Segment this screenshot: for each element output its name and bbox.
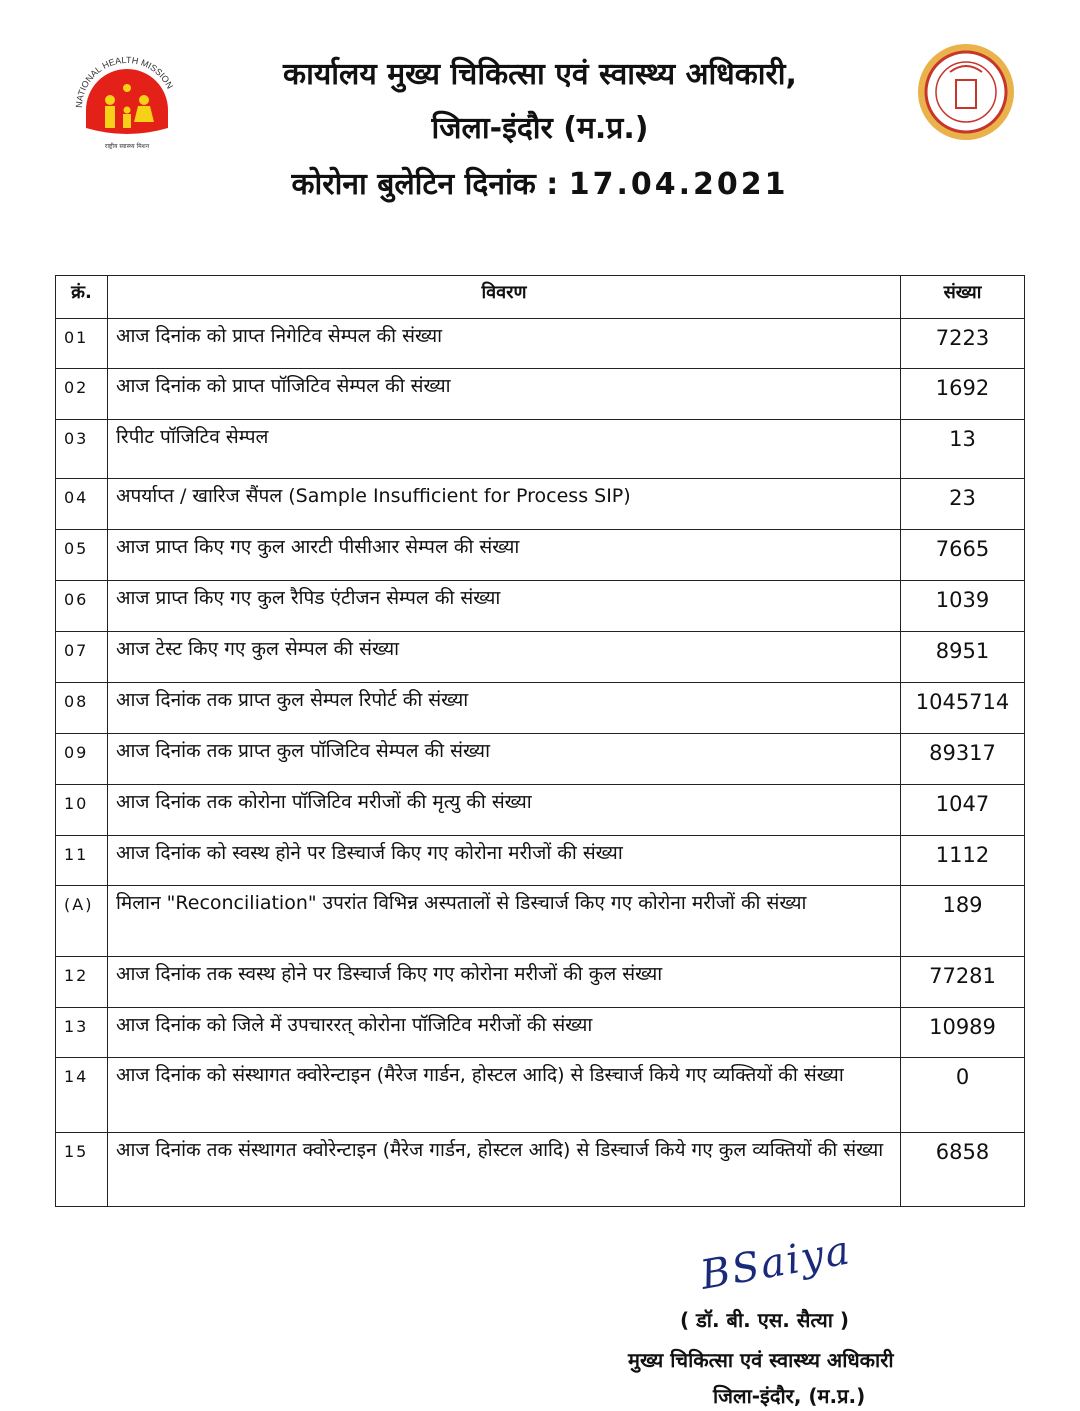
row-count: 77281: [900, 956, 1025, 1008]
bulletin-date: 17.04.2021: [568, 167, 789, 202]
row-serial: 06: [55, 580, 108, 632]
table-row: 12 आज दिनांक तक स्वस्थ होने पर डिस्चार्ज …: [55, 956, 1025, 1008]
row-count: 189: [900, 885, 1025, 957]
header-serial: क्रं.: [55, 275, 108, 319]
row-description: अपर्याप्त / खारिज सैंपल (Sample Insuffic…: [107, 478, 901, 530]
row-count: 0: [900, 1057, 1025, 1133]
row-count: 1039: [900, 580, 1025, 632]
table-row: 05 आज प्राप्त किए गए कुल आरटी पीसीआर सेम्…: [55, 529, 1025, 581]
row-description: आज प्राप्त किए गए कुल आरटी पीसीआर सेम्पल…: [107, 529, 901, 581]
row-description: आज दिनांक को प्राप्त निगेटिव सेम्पल की स…: [107, 318, 901, 369]
bulletin-table: क्रं. विवरण संख्या 01 आज दिनांक को प्राप्…: [55, 275, 1025, 1207]
row-count: 23: [900, 478, 1025, 530]
row-count: 8951: [900, 631, 1025, 683]
table-row: 13 आज दिनांक को जिले में उपचाररत् कोरोना …: [55, 1007, 1025, 1058]
row-description: रिपीट पॉजिटिव सेम्पल: [107, 419, 901, 479]
row-serial: 08: [55, 682, 108, 734]
table-row: 14 आज दिनांक को संस्थागत क्वोरेन्टाइन (मै…: [55, 1057, 1025, 1133]
bulletin-title: कोरोना बुलेटिन दिनांक : 17.04.2021: [160, 170, 920, 200]
row-description: आज प्राप्त किए गए कुल रैपिड एंटीजन सेम्प…: [107, 580, 901, 632]
table-row: 03 रिपीट पॉजिटिव सेम्पल 13: [55, 419, 1025, 479]
bulletin-label: कोरोना बुलेटिन दिनांक :: [291, 167, 559, 202]
row-count: 10989: [900, 1007, 1025, 1058]
district-title: जिला-इंदौर (म.प्र.): [431, 111, 649, 146]
row-serial: 11: [55, 835, 108, 886]
header-description: विवरण: [107, 275, 901, 319]
row-serial: 03: [55, 419, 108, 479]
table-row: 10 आज दिनांक तक कोरोना पॉजिटिव मरीजों की …: [55, 784, 1025, 836]
row-count: 1047: [900, 784, 1025, 836]
row-description: आज दिनांक तक संस्थागत क्वोरेन्टाइन (मैरे…: [107, 1132, 901, 1207]
row-serial: 14: [55, 1057, 108, 1133]
table-header-row: क्रं. विवरण संख्या: [55, 275, 1025, 319]
row-serial: 13: [55, 1007, 108, 1058]
table-row: 01 आज दिनांक को प्राप्त निगेटिव सेम्पल की…: [55, 318, 1025, 369]
table-row: 08 आज दिनांक तक प्राप्त कुल सेम्पल रिपोर्…: [55, 682, 1025, 734]
row-count: 13: [900, 419, 1025, 479]
row-serial: 09: [55, 733, 108, 785]
row-description: आज दिनांक को स्वस्थ होने पर डिस्चार्ज कि…: [107, 835, 901, 886]
header-count: संख्या: [900, 275, 1025, 319]
table-row: 04 अपर्याप्त / खारिज सैंपल (Sample Insuff…: [55, 478, 1025, 530]
row-count: 89317: [900, 733, 1025, 785]
row-serial: 07: [55, 631, 108, 683]
row-count: 7665: [900, 529, 1025, 581]
row-description: आज दिनांक को प्राप्त पॉजिटिव सेम्पल की स…: [107, 368, 901, 420]
table-row: 11 आज दिनांक को स्वस्थ होने पर डिस्चार्ज …: [55, 835, 1025, 886]
row-description: मिलान "Reconciliation" उपरांत विभिन्न अस…: [107, 885, 901, 957]
office-title: कार्यालय मुख्य चिकित्सा एवं स्वास्थ्य अध…: [283, 57, 797, 92]
row-description: आज दिनांक तक प्राप्त कुल सेम्पल रिपोर्ट …: [107, 682, 901, 734]
row-serial: (A): [55, 885, 108, 957]
row-description: आज टेस्ट किए गए कुल सेम्पल की संख्या: [107, 631, 901, 683]
officer-place: जिला-इंदौर, (म.प्र.): [713, 1384, 866, 1408]
row-description: आज दिनांक को जिले में उपचाररत् कोरोना पॉ…: [107, 1007, 901, 1058]
table-row: 06 आज प्राप्त किए गए कुल रैपिड एंटीजन सेम…: [55, 580, 1025, 632]
table-row: 07 आज टेस्ट किए गए कुल सेम्पल की संख्या 89…: [55, 631, 1025, 683]
row-serial: 10: [55, 784, 108, 836]
table-row: 02 आज दिनांक को प्राप्त पॉजिटिव सेम्पल की…: [55, 368, 1025, 420]
row-count: 7223: [900, 318, 1025, 369]
row-count: 1692: [900, 368, 1025, 420]
row-description: आज दिनांक तक प्राप्त कुल पॉजिटिव सेम्पल …: [107, 733, 901, 785]
row-count: 6858: [900, 1132, 1025, 1207]
row-serial: 02: [55, 368, 108, 420]
row-serial: 01: [55, 318, 108, 369]
row-serial: 05: [55, 529, 108, 581]
row-count: 1045714: [900, 682, 1025, 734]
table-row: 15 आज दिनांक तक संस्थागत क्वोरेन्टाइन (मै…: [55, 1132, 1025, 1207]
row-count: 1112: [900, 835, 1025, 886]
row-serial: 04: [55, 478, 108, 530]
row-serial: 15: [55, 1132, 108, 1207]
row-serial: 12: [55, 956, 108, 1008]
handwritten-signature: BSaiya: [697, 1227, 855, 1299]
table-row: (A) मिलान "Reconciliation" उपरांत विभिन्न…: [55, 885, 1025, 957]
row-description: आज दिनांक तक स्वस्थ होने पर डिस्चार्ज कि…: [107, 956, 901, 1008]
nhm-subtext: राष्ट्रीय स्वास्थ्य मिशन: [105, 142, 150, 150]
officer-designation: मुख्य चिकित्सा एवं स्वास्थ्य अधिकारी: [628, 1348, 894, 1372]
row-description: आज दिनांक को संस्थागत क्वोरेन्टाइन (मैरे…: [107, 1057, 901, 1133]
national-health-mission-logo: NATIONAL HEALTH MISSION राष्ट्रीय स्वास्…: [74, 55, 175, 150]
row-description: आज दिनांक तक कोरोना पॉजिटिव मरीजों की मृ…: [107, 784, 901, 836]
officer-name: ( डॉ. बी. एस. सैत्या ): [680, 1308, 850, 1332]
table-row: 09 आज दिनांक तक प्राप्त कुल पॉजिटिव सेम्प…: [55, 733, 1025, 785]
madhya-pradesh-emblem: [918, 44, 1014, 140]
